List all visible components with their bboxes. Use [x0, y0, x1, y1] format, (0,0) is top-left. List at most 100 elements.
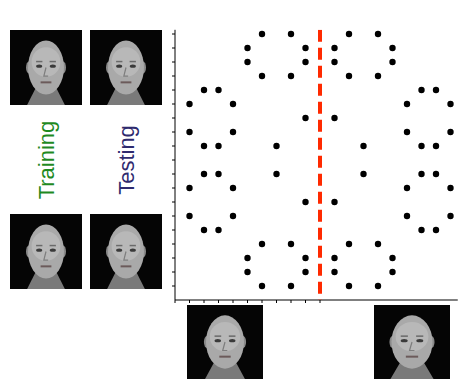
y-tick — [172, 216, 175, 217]
point — [447, 185, 453, 191]
x-tick — [175, 300, 176, 303]
point — [433, 87, 439, 93]
point — [418, 227, 424, 233]
point — [360, 171, 366, 177]
point — [389, 269, 395, 275]
point — [244, 255, 250, 261]
point — [433, 227, 439, 233]
point — [375, 73, 381, 79]
x-tick — [276, 300, 277, 303]
y-tick — [172, 62, 175, 63]
point — [331, 115, 337, 121]
point — [346, 73, 352, 79]
point — [186, 101, 192, 107]
x-tick — [305, 300, 306, 303]
point — [230, 129, 236, 135]
point — [331, 269, 337, 275]
point — [375, 31, 381, 37]
point — [346, 31, 352, 37]
point — [201, 171, 207, 177]
point — [215, 171, 221, 177]
point — [433, 171, 439, 177]
point — [273, 171, 279, 177]
y-tick — [172, 118, 175, 119]
y-axis — [175, 30, 176, 300]
point — [404, 213, 410, 219]
face-image — [90, 30, 162, 105]
y-tick — [172, 160, 175, 161]
y-tick — [172, 48, 175, 49]
y-tick — [172, 258, 175, 259]
point — [288, 73, 294, 79]
point — [215, 143, 221, 149]
point — [404, 129, 410, 135]
y-tick — [172, 286, 175, 287]
point — [273, 143, 279, 149]
point — [302, 269, 308, 275]
point — [389, 255, 395, 261]
point — [259, 283, 265, 289]
point — [418, 171, 424, 177]
point — [346, 241, 352, 247]
plot-area — [186, 30, 453, 300]
point — [331, 199, 337, 205]
point — [375, 283, 381, 289]
y-tick — [172, 104, 175, 105]
point — [360, 143, 366, 149]
point — [418, 87, 424, 93]
x-tick — [247, 300, 248, 303]
y-tick — [172, 34, 175, 35]
y-tick — [172, 202, 175, 203]
point — [201, 87, 207, 93]
point — [447, 213, 453, 219]
point — [244, 59, 250, 65]
point — [302, 45, 308, 51]
point — [244, 269, 250, 275]
point — [201, 227, 207, 233]
y-tick — [172, 188, 175, 189]
point — [302, 115, 308, 121]
point — [331, 45, 337, 51]
point — [186, 213, 192, 219]
point — [230, 213, 236, 219]
point — [346, 283, 352, 289]
face-image — [90, 214, 162, 289]
point — [288, 31, 294, 37]
point — [418, 143, 424, 149]
point — [259, 73, 265, 79]
x-tick — [291, 300, 292, 303]
y-tick — [172, 90, 175, 91]
figure: TrainingTesting — [0, 0, 458, 381]
point — [447, 101, 453, 107]
y-tick — [172, 244, 175, 245]
point — [331, 255, 337, 261]
y-tick — [172, 76, 175, 77]
y-tick — [172, 230, 175, 231]
point — [404, 185, 410, 191]
point — [215, 87, 221, 93]
point — [288, 241, 294, 247]
x-tick — [262, 300, 263, 303]
x-tick — [320, 300, 321, 303]
point — [331, 59, 337, 65]
point — [215, 227, 221, 233]
point — [389, 45, 395, 51]
point — [230, 185, 236, 191]
point — [375, 241, 381, 247]
point — [433, 143, 439, 149]
face-image — [10, 214, 82, 289]
point — [201, 143, 207, 149]
face-image — [187, 305, 263, 379]
point — [288, 283, 294, 289]
face-image — [10, 30, 82, 105]
point — [186, 185, 192, 191]
point — [302, 199, 308, 205]
point — [447, 129, 453, 135]
x-tick — [233, 300, 234, 303]
point — [186, 129, 192, 135]
point — [230, 101, 236, 107]
point — [302, 255, 308, 261]
y-tick — [172, 174, 175, 175]
y-tick — [172, 272, 175, 273]
x-tick — [204, 300, 205, 303]
